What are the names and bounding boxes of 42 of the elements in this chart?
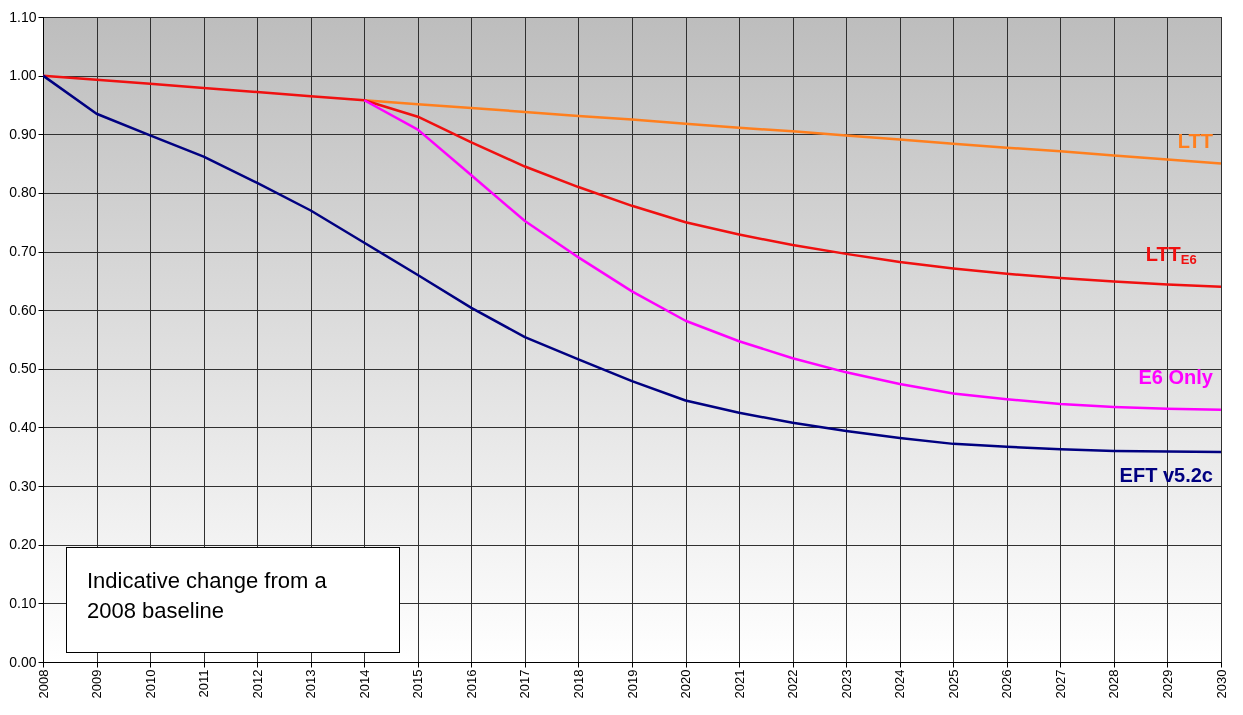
- y-tick-label: 0.30: [9, 477, 37, 494]
- y-tick-label: 0.50: [9, 360, 37, 377]
- line-series: [363, 99, 1221, 165]
- x-tick-label: 2012: [249, 669, 265, 699]
- x-tick-label: 2020: [678, 669, 694, 699]
- x-tick-label: 2029: [1159, 669, 1175, 699]
- x-tick-label: 2015: [410, 669, 426, 699]
- y-tick-label: 0.70: [9, 243, 37, 260]
- x-tick-label: 2009: [89, 669, 105, 699]
- x-tick-label: 2016: [463, 669, 479, 699]
- y-tick-label: 0.20: [9, 536, 37, 553]
- y-tick-label: 0.00: [9, 653, 37, 670]
- y-tick-label: 0.80: [9, 184, 37, 201]
- x-tick-label: 2021: [731, 669, 747, 699]
- x-tick-label: 2017: [517, 669, 533, 699]
- y-tick-label: 0.40: [9, 418, 37, 435]
- x-tick-label: 2018: [570, 669, 586, 699]
- x-tick-label: 2027: [1052, 669, 1068, 699]
- x-tick-label: 2011: [196, 669, 212, 698]
- series-label: E6 Only: [1138, 365, 1214, 388]
- line-series: [43, 74, 1221, 288]
- y-tick-label: 0.60: [9, 301, 37, 318]
- y-tick-label: 1.00: [9, 67, 37, 84]
- x-tick-label: 2008: [35, 669, 51, 699]
- y-tick-label: 0.90: [9, 125, 37, 142]
- y-tick-label: 1.10: [9, 8, 37, 25]
- text-box: Indicative change from a 2008 baseline: [66, 547, 400, 653]
- x-tick-label: 2019: [624, 669, 640, 699]
- x-tick-label: 2023: [838, 669, 854, 699]
- y-tick-label: 0.10: [9, 594, 37, 611]
- x-tick-label: 2024: [892, 669, 908, 699]
- line-series: [363, 99, 1221, 412]
- x-tick-label: 2010: [142, 669, 158, 699]
- line-series: [43, 74, 1221, 454]
- x-tick-label: 2028: [1106, 669, 1122, 699]
- x-tick-label: 2014: [356, 669, 372, 699]
- x-tick-label: 2030: [1213, 669, 1229, 699]
- x-tick-label: 2013: [303, 669, 319, 699]
- x-tick-label: 2025: [945, 669, 961, 699]
- x-tick-label: 2022: [785, 669, 801, 699]
- x-tick-label: 2026: [999, 669, 1015, 699]
- series-label: LTT: [1177, 129, 1213, 152]
